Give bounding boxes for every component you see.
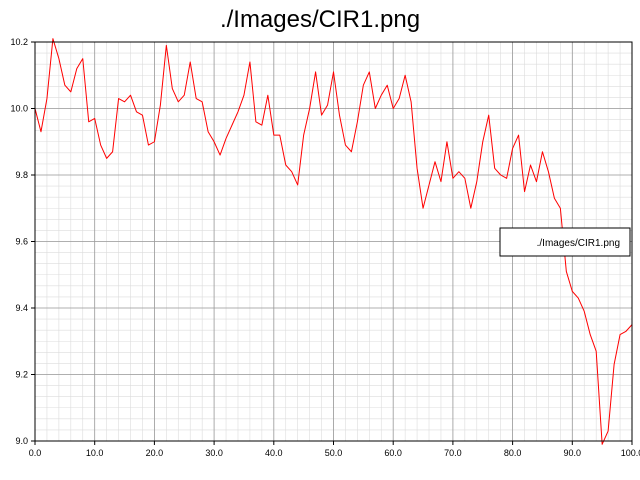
legend: ./Images/CIR1.png xyxy=(499,227,631,257)
legend-label: ./Images/CIR1.png xyxy=(537,238,620,249)
y-tick-label: 9.0 xyxy=(15,436,28,446)
y-tick-label: 9.4 xyxy=(15,303,28,313)
x-axis-ticks: 0.0 10.0 20.0 30.0 40.0 50.0 60.0 70.0 80.0 90.0 1… xyxy=(29,441,640,458)
y-tick-label: 9.6 xyxy=(15,237,28,247)
x-tick-label: 60.0 xyxy=(384,448,402,458)
y-tick-label: 10.0 xyxy=(10,104,28,114)
y-tick-label: 9.2 xyxy=(15,370,28,380)
x-tick-label: 20.0 xyxy=(146,448,164,458)
x-tick-label: 40.0 xyxy=(265,448,283,458)
chart-title: ./Images/CIR1.png xyxy=(219,6,421,33)
y-tick-label: 9.8 xyxy=(15,170,28,180)
y-tick-label: 10.2 xyxy=(10,37,28,47)
x-tick-label: 100.0 xyxy=(621,448,640,458)
x-tick-label: 90.0 xyxy=(564,448,582,458)
x-tick-label: 10.0 xyxy=(86,448,104,458)
x-tick-label: 50.0 xyxy=(325,448,343,458)
legend-box xyxy=(499,227,631,257)
series-layer xyxy=(34,38,633,445)
x-tick-label: 70.0 xyxy=(444,448,462,458)
x-tick-label: 0.0 xyxy=(29,448,42,458)
x-tick-label: 80.0 xyxy=(504,448,522,458)
y-axis-ticks: 9.0 9.2 9.4 9.6 9.8 10.0 10.2 xyxy=(10,37,35,446)
x-tick-label: 30.0 xyxy=(205,448,223,458)
series-line xyxy=(34,38,633,445)
